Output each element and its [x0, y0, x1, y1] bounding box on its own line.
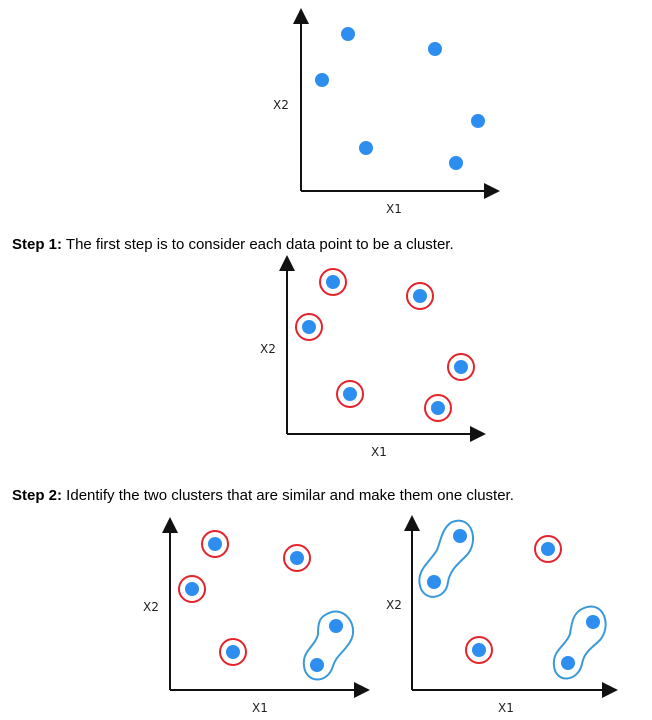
data-point — [341, 27, 355, 41]
data-point — [413, 289, 427, 303]
data-point — [427, 575, 441, 589]
step-2-text: Identify the two clusters that are simil… — [62, 487, 514, 504]
x-axis-label: X1 — [252, 701, 268, 715]
data-point — [208, 537, 222, 551]
cluster-ring — [424, 394, 452, 422]
merged-cluster-ring — [418, 519, 475, 598]
data-point — [561, 656, 575, 670]
step-1-label: Step 1: — [12, 236, 63, 253]
cluster-ring — [406, 282, 434, 310]
step-1-text: The first step is to consider each data … — [62, 236, 454, 253]
data-point — [454, 360, 468, 374]
data-point — [471, 114, 485, 128]
data-point — [185, 582, 199, 596]
x-axis-label: X1 — [386, 202, 402, 216]
merged-cluster-ring — [302, 610, 355, 681]
data-point — [449, 156, 463, 170]
data-points — [185, 537, 343, 672]
cluster-ring — [336, 380, 364, 408]
merged-cluster-ring — [552, 605, 607, 680]
cluster-rings — [178, 530, 355, 681]
data-point — [428, 42, 442, 56]
cluster-ring — [295, 313, 323, 341]
step-2-label: Step 2: — [12, 487, 63, 504]
data-point — [453, 529, 467, 543]
data-point — [310, 658, 324, 672]
cluster-ring — [178, 575, 206, 603]
data-point — [329, 619, 343, 633]
plot-step2a: X1 X2 — [143, 517, 370, 715]
cluster-ring — [465, 636, 493, 664]
cluster-ring — [534, 535, 562, 563]
cluster-rings — [418, 519, 607, 680]
data-points — [302, 275, 468, 415]
x-axis-label: X1 — [498, 701, 514, 715]
data-point — [472, 643, 486, 657]
cluster-ring — [201, 530, 229, 558]
cluster-ring — [319, 268, 347, 296]
data-point — [586, 615, 600, 629]
plot-initial: X1 X2 — [273, 8, 500, 216]
cluster-ring — [283, 544, 311, 572]
cluster-ring — [447, 353, 475, 381]
step-2-caption: Step 2: Identify the two clusters that a… — [12, 487, 514, 504]
data-point — [226, 645, 240, 659]
data-point — [326, 275, 340, 289]
y-axis-label: X2 — [143, 600, 159, 614]
data-points — [427, 529, 600, 670]
y-axis-label: X2 — [273, 98, 289, 112]
cluster-ring — [219, 638, 247, 666]
data-point — [302, 320, 316, 334]
data-points — [315, 27, 485, 170]
data-point — [541, 542, 555, 556]
y-axis-label: X2 — [386, 598, 402, 612]
plot-step1: X1 X2 — [260, 255, 486, 459]
data-point — [315, 73, 329, 87]
data-point — [343, 387, 357, 401]
plot-step2b: X1 X2 — [386, 515, 618, 715]
cluster-rings — [295, 268, 475, 422]
x-axis-label: X1 — [371, 445, 387, 459]
data-point — [431, 401, 445, 415]
y-axis-label: X2 — [260, 342, 276, 356]
data-point — [290, 551, 304, 565]
data-point — [359, 141, 373, 155]
step-1-caption: Step 1: The first step is to consider ea… — [12, 236, 454, 253]
